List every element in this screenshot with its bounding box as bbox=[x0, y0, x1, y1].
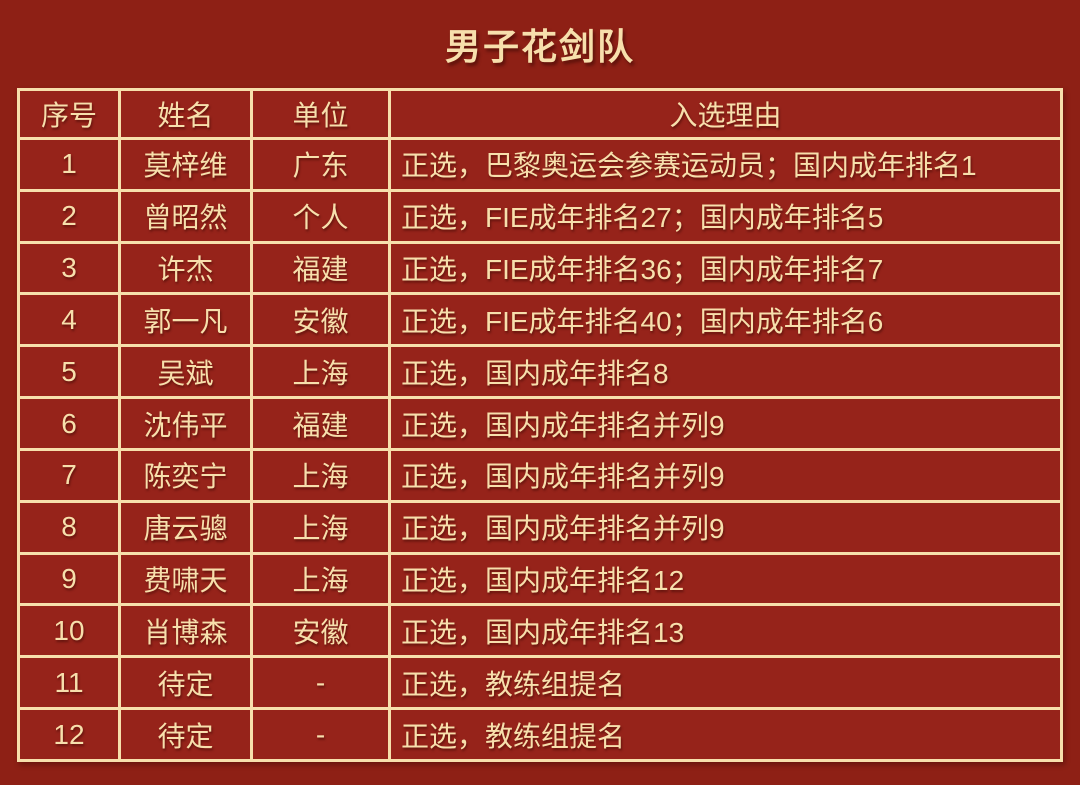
header-name: 姓名 bbox=[118, 88, 253, 140]
page-title: 男子花剑队 bbox=[444, 26, 635, 67]
cell-no: 10 bbox=[17, 603, 121, 659]
cell-reason: 正选，国内成年排名并列9 bbox=[388, 447, 1063, 503]
cell-name: 许杰 bbox=[118, 240, 253, 296]
cell-reason: 正选，国内成年排名并列9 bbox=[388, 499, 1063, 555]
cell-reason: 正选，国内成年排名13 bbox=[388, 603, 1063, 659]
cell-reason: 正选，国内成年排名12 bbox=[388, 551, 1063, 607]
header-row: 序号 姓名 单位 入选理由 bbox=[17, 88, 1063, 140]
table-row: 4 郭一凡 安徽 正选，FIE成年排名40；国内成年排名6 bbox=[17, 292, 1063, 348]
cell-name: 唐云骢 bbox=[118, 499, 253, 555]
cell-reason: 正选，教练组提名 bbox=[388, 707, 1063, 762]
cell-reason: 正选，教练组提名 bbox=[388, 655, 1063, 711]
table-row: 7 陈奕宁 上海 正选，国内成年排名并列9 bbox=[17, 447, 1063, 503]
table-row: 6 沈伟平 福建 正选，国内成年排名并列9 bbox=[17, 396, 1063, 451]
roster-table-container: 序号 姓名 单位 入选理由 1 莫梓维 广东 正选，巴黎奥运会参赛运动员；国内成年排名… bbox=[17, 88, 1063, 762]
cell-reason: 正选，FIE成年排名27；国内成年排名5 bbox=[388, 188, 1063, 244]
cell-unit: 上海 bbox=[250, 551, 391, 607]
table-row: 2 曾昭然 个人 正选，FIE成年排名27；国内成年排名5 bbox=[17, 188, 1063, 244]
cell-no: 8 bbox=[17, 499, 121, 555]
cell-name: 曾昭然 bbox=[118, 188, 253, 244]
cell-name: 郭一凡 bbox=[118, 292, 253, 348]
cell-name: 费啸天 bbox=[118, 551, 253, 607]
cell-reason: 正选，FIE成年排名40；国内成年排名6 bbox=[388, 292, 1063, 348]
cell-reason: 正选，国内成年排名并列9 bbox=[388, 396, 1063, 451]
cell-no: 6 bbox=[17, 396, 121, 451]
cell-name: 莫梓维 bbox=[118, 137, 253, 192]
cell-no: 7 bbox=[17, 447, 121, 503]
cell-name: 沈伟平 bbox=[118, 396, 253, 451]
cell-no: 9 bbox=[17, 551, 121, 607]
table-row: 9 费啸天 上海 正选，国内成年排名12 bbox=[17, 551, 1063, 607]
cell-no: 3 bbox=[17, 240, 121, 296]
cell-no: 1 bbox=[17, 137, 121, 192]
cell-name: 吴斌 bbox=[118, 344, 253, 400]
cell-unit: 上海 bbox=[250, 499, 391, 555]
cell-unit: - bbox=[250, 707, 391, 762]
cell-no: 12 bbox=[17, 707, 121, 762]
cell-reason: 正选，国内成年排名8 bbox=[388, 344, 1063, 400]
header-unit: 单位 bbox=[250, 88, 391, 140]
cell-no: 2 bbox=[17, 188, 121, 244]
table-body: 1 莫梓维 广东 正选，巴黎奥运会参赛运动员；国内成年排名1 2 曾昭然 个人 正选，FIE成… bbox=[17, 137, 1063, 762]
cell-no: 5 bbox=[17, 344, 121, 400]
cell-reason: 正选，巴黎奥运会参赛运动员；国内成年排名1 bbox=[388, 137, 1063, 192]
cell-name: 待定 bbox=[118, 655, 253, 711]
cell-name: 肖博森 bbox=[118, 603, 253, 659]
table-row: 5 吴斌 上海 正选，国内成年排名8 bbox=[17, 344, 1063, 400]
cell-unit: 安徽 bbox=[250, 292, 391, 348]
cell-unit: 广东 bbox=[250, 137, 391, 192]
cell-name: 待定 bbox=[118, 707, 253, 762]
table-row: 8 唐云骢 上海 正选，国内成年排名并列9 bbox=[17, 499, 1063, 555]
cell-unit: - bbox=[250, 655, 391, 711]
table-row: 1 莫梓维 广东 正选，巴黎奥运会参赛运动员；国内成年排名1 bbox=[17, 137, 1063, 192]
roster-table: 序号 姓名 单位 入选理由 1 莫梓维 广东 正选，巴黎奥运会参赛运动员；国内成年排名… bbox=[17, 88, 1063, 762]
header-reason: 入选理由 bbox=[388, 88, 1063, 140]
cell-unit: 个人 bbox=[250, 188, 391, 244]
cell-unit: 安徽 bbox=[250, 603, 391, 659]
cell-reason: 正选，FIE成年排名36；国内成年排名7 bbox=[388, 240, 1063, 296]
table-row: 10 肖博森 安徽 正选，国内成年排名13 bbox=[17, 603, 1063, 659]
header-no: 序号 bbox=[17, 88, 121, 140]
cell-no: 4 bbox=[17, 292, 121, 348]
table-row: 11 待定 - 正选，教练组提名 bbox=[17, 655, 1063, 711]
cell-unit: 上海 bbox=[250, 447, 391, 503]
cell-unit: 福建 bbox=[250, 240, 391, 296]
cell-unit: 上海 bbox=[250, 344, 391, 400]
table-row: 3 许杰 福建 正选，FIE成年排名36；国内成年排名7 bbox=[17, 240, 1063, 296]
cell-unit: 福建 bbox=[250, 396, 391, 451]
cell-name: 陈奕宁 bbox=[118, 447, 253, 503]
cell-no: 11 bbox=[17, 655, 121, 711]
table-row: 12 待定 - 正选，教练组提名 bbox=[17, 707, 1063, 762]
